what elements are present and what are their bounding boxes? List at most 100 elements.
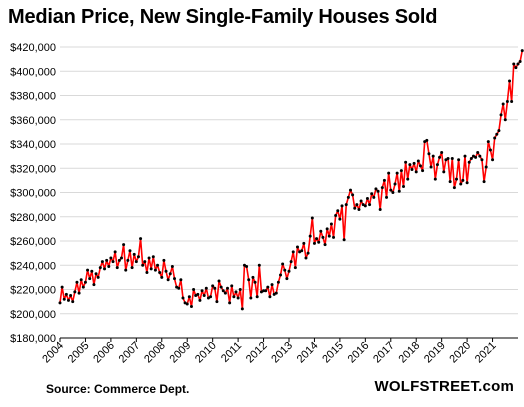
data-point: [325, 227, 329, 231]
data-point: [62, 297, 66, 301]
data-point: [446, 157, 450, 161]
data-point: [480, 158, 484, 162]
data-point: [338, 217, 342, 221]
data-point: [520, 49, 524, 53]
data-point: [508, 79, 512, 83]
y-tick-label: $320,000: [10, 163, 56, 175]
data-point: [126, 258, 130, 262]
data-point: [393, 182, 397, 186]
y-tick-label: $260,000: [10, 236, 56, 248]
x-tick-label: 2008: [142, 340, 168, 366]
data-point: [486, 140, 490, 144]
data-point: [215, 300, 219, 304]
data-point: [238, 288, 242, 291]
data-point: [279, 273, 283, 277]
data-point: [113, 250, 117, 254]
data-point: [285, 277, 289, 281]
data-point: [406, 177, 410, 181]
data-point: [262, 289, 266, 293]
y-tick-label: $340,000: [10, 139, 56, 151]
data-point: [397, 189, 401, 193]
data-point: [202, 294, 206, 298]
data-point: [465, 181, 469, 185]
data-point: [433, 177, 437, 181]
data-point: [342, 238, 346, 242]
data-point: [429, 165, 433, 169]
data-point: [493, 136, 497, 140]
x-tick-label: 2012: [244, 340, 270, 366]
data-point: [264, 289, 268, 293]
data-point: [219, 285, 223, 289]
data-point: [404, 160, 408, 164]
data-point: [234, 290, 238, 294]
data-point: [387, 171, 391, 175]
data-point: [467, 160, 471, 164]
y-tick-label: $180,000: [10, 333, 56, 345]
data-point: [145, 271, 149, 275]
data-point: [412, 161, 416, 165]
data-point: [119, 256, 123, 260]
data-point: [484, 165, 488, 169]
data-point: [410, 167, 414, 171]
data-point: [370, 192, 374, 196]
data-point: [482, 180, 486, 184]
data-point: [92, 283, 96, 287]
data-point: [128, 249, 132, 253]
x-tick-label: 2015: [320, 340, 346, 366]
y-tick-label: $240,000: [10, 260, 56, 272]
data-point: [315, 237, 319, 241]
data-point: [130, 266, 134, 270]
data-point: [319, 229, 323, 233]
data-point: [64, 292, 68, 296]
data-point: [510, 100, 514, 104]
data-point: [455, 177, 459, 181]
data-point: [66, 298, 70, 302]
data-point: [503, 118, 507, 122]
data-point: [334, 214, 338, 218]
data-point: [122, 243, 126, 247]
data-point: [474, 155, 478, 159]
data-point: [459, 182, 463, 186]
x-tick-label: 2017: [371, 340, 397, 366]
data-point: [192, 288, 196, 291]
data-point: [408, 163, 412, 167]
data-point: [109, 256, 113, 260]
series-line: [59, 50, 524, 310]
data-point: [86, 268, 90, 272]
data-point: [226, 286, 230, 290]
y-tick-label: $380,000: [10, 91, 56, 103]
data-point: [376, 189, 380, 193]
data-point: [359, 199, 363, 203]
data-point: [111, 260, 115, 264]
data-point: [353, 206, 357, 210]
data-point: [103, 267, 107, 271]
data-point: [124, 268, 128, 272]
data-point: [240, 307, 244, 311]
y-tick-label: $220,000: [10, 285, 56, 297]
data-point: [427, 152, 431, 156]
data-point: [90, 269, 94, 273]
data-point: [173, 277, 176, 281]
data-point: [372, 195, 376, 199]
y-tick-label: $200,000: [10, 309, 56, 321]
data-point: [310, 216, 314, 220]
data-point: [461, 178, 465, 182]
x-tick-label: 2019: [422, 340, 448, 366]
data-point: [105, 258, 109, 262]
data-point: [77, 291, 81, 295]
data-point: [200, 289, 204, 293]
data-point: [380, 186, 384, 190]
data-point: [312, 241, 316, 245]
data-point: [79, 278, 83, 282]
data-point: [189, 304, 193, 308]
data-point: [253, 280, 257, 284]
data-point: [295, 245, 299, 249]
data-point: [160, 275, 164, 279]
price-line: [59, 50, 524, 310]
data-point: [217, 279, 221, 283]
data-point: [136, 255, 140, 259]
y-axis: $180,000 $200,000 $220,000 $240,000 $260,000…: [10, 42, 56, 345]
x-tick-label: 2016: [346, 340, 372, 366]
data-point: [448, 180, 452, 184]
data-point: [302, 241, 306, 245]
